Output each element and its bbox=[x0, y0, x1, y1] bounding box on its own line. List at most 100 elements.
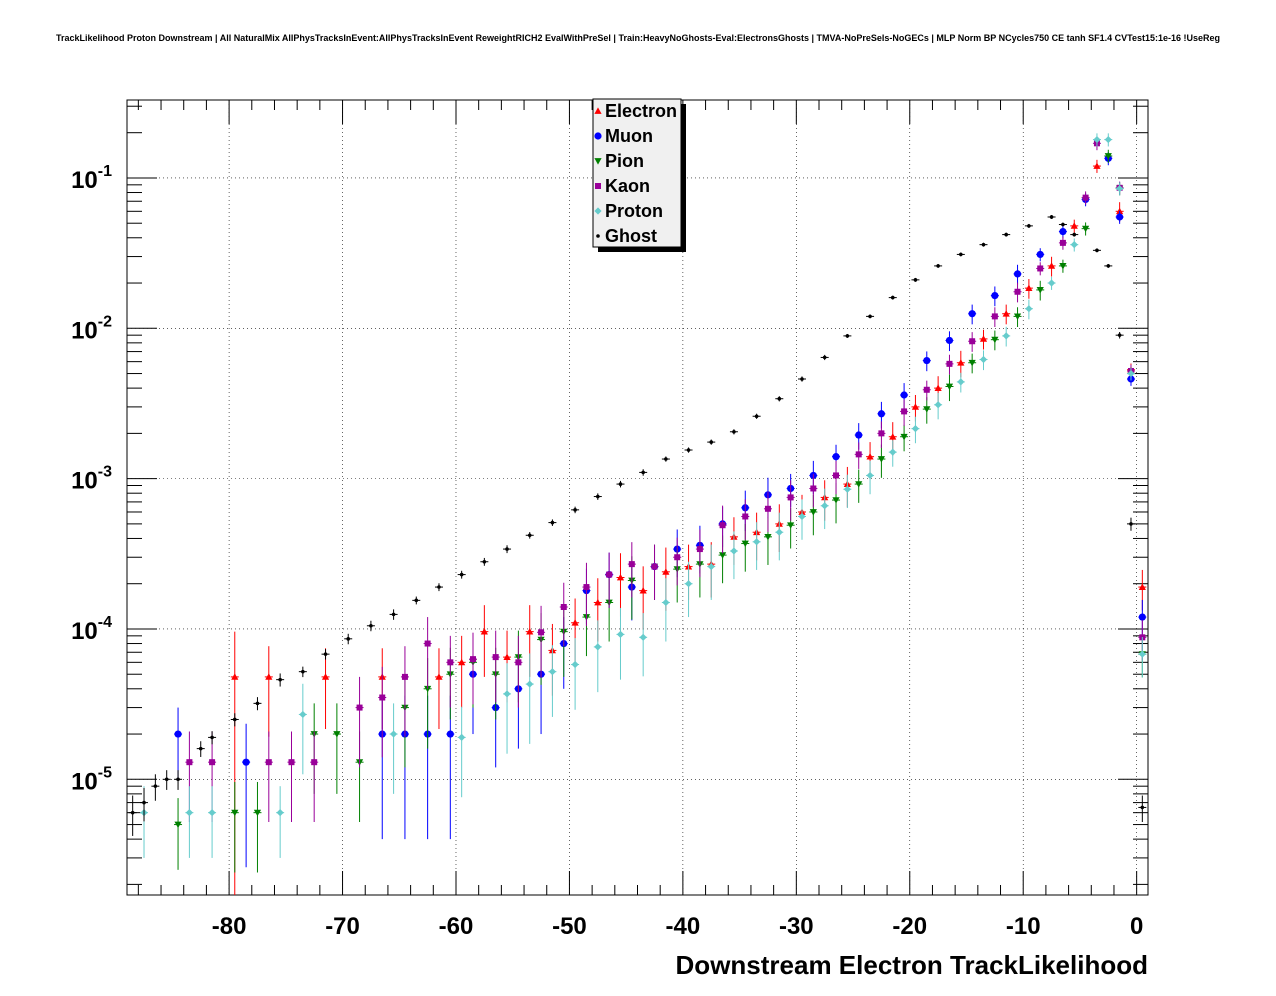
data-point bbox=[153, 784, 158, 788]
data-point bbox=[503, 690, 511, 698]
data-point bbox=[991, 313, 998, 320]
data-point bbox=[709, 440, 714, 444]
data-point bbox=[174, 821, 182, 829]
data-point bbox=[641, 470, 645, 475]
data-point bbox=[231, 673, 239, 680]
y-tick-base: 10 bbox=[71, 618, 98, 645]
data-point bbox=[515, 659, 522, 666]
legend-label-pion: Pion bbox=[605, 151, 644, 171]
data-point bbox=[550, 520, 555, 525]
data-point bbox=[288, 759, 295, 766]
data-point bbox=[866, 471, 874, 480]
data-point bbox=[255, 701, 260, 706]
data-point bbox=[991, 291, 999, 300]
data-point bbox=[764, 533, 772, 541]
data-point bbox=[934, 401, 942, 409]
data-point bbox=[301, 669, 305, 674]
data-point bbox=[628, 561, 635, 568]
data-point bbox=[1049, 215, 1054, 219]
data-point bbox=[458, 658, 466, 666]
data-point bbox=[741, 540, 749, 548]
x-tick-label: -10 bbox=[1006, 913, 1041, 940]
data-point bbox=[482, 559, 487, 564]
data-point bbox=[855, 481, 863, 488]
y-tick-base: 10 bbox=[71, 167, 98, 194]
data-point bbox=[911, 425, 920, 433]
data-point bbox=[346, 637, 351, 641]
data-point bbox=[890, 295, 895, 300]
data-point bbox=[1127, 369, 1135, 378]
data-point bbox=[1027, 224, 1031, 228]
series-pion bbox=[174, 149, 1147, 873]
data-point bbox=[923, 386, 930, 393]
data-point bbox=[979, 335, 988, 342]
data-series bbox=[128, 133, 1147, 895]
data-point bbox=[911, 403, 920, 410]
data-point bbox=[651, 563, 658, 570]
data-point bbox=[321, 673, 330, 680]
data-point bbox=[208, 809, 216, 817]
legend-label-kaon: Kaon bbox=[605, 176, 650, 196]
data-point bbox=[945, 383, 954, 391]
x-tick-label: -20 bbox=[892, 913, 927, 940]
legend-marker-pion bbox=[594, 158, 602, 165]
data-point bbox=[945, 336, 954, 345]
legend-marker-electron bbox=[594, 107, 602, 114]
y-tick-exponent: -4 bbox=[98, 614, 112, 631]
data-point bbox=[639, 586, 647, 594]
x-tick-label: -60 bbox=[439, 913, 474, 940]
x-tick-label: -50 bbox=[552, 913, 587, 940]
data-point bbox=[1082, 194, 1089, 201]
data-point bbox=[845, 334, 850, 338]
data-point bbox=[719, 522, 726, 529]
data-point bbox=[278, 677, 282, 682]
data-point bbox=[414, 598, 419, 603]
data-point bbox=[186, 759, 193, 766]
data-point bbox=[1025, 305, 1033, 313]
data-point bbox=[573, 508, 577, 512]
data-point bbox=[616, 630, 625, 639]
legend-marker-muon bbox=[594, 132, 602, 140]
x-tick-label: -40 bbox=[666, 913, 701, 940]
data-point bbox=[594, 598, 602, 606]
data-point bbox=[1047, 279, 1056, 287]
data-point bbox=[936, 264, 940, 268]
data-point bbox=[1104, 135, 1112, 144]
data-point bbox=[323, 652, 328, 656]
data-point bbox=[1116, 184, 1124, 193]
data-point bbox=[1138, 613, 1146, 621]
data-point bbox=[798, 512, 806, 521]
data-point bbox=[470, 656, 477, 663]
data-point bbox=[833, 472, 840, 479]
data-point bbox=[1013, 313, 1022, 320]
data-point bbox=[662, 598, 670, 607]
data-point bbox=[1002, 332, 1010, 340]
data-point bbox=[1093, 135, 1101, 144]
legend-label-ghost: Ghost bbox=[605, 226, 657, 246]
data-point bbox=[1004, 232, 1008, 237]
y-tick-exponent: -1 bbox=[98, 163, 112, 180]
data-point bbox=[718, 552, 727, 559]
y-tick-label: 10-1 bbox=[71, 163, 112, 194]
data-point bbox=[684, 580, 693, 588]
data-point bbox=[198, 746, 203, 751]
data-point bbox=[1138, 650, 1146, 658]
x-tick-label: -30 bbox=[779, 913, 814, 940]
data-point bbox=[696, 546, 703, 553]
data-point bbox=[595, 494, 600, 499]
data-point bbox=[1014, 288, 1021, 295]
data-point bbox=[616, 573, 625, 581]
data-point bbox=[923, 356, 931, 365]
data-point bbox=[730, 547, 738, 555]
data-point bbox=[459, 572, 464, 577]
data-point bbox=[979, 355, 988, 364]
data-point bbox=[571, 660, 579, 669]
series-proton bbox=[140, 133, 1147, 858]
data-point bbox=[1140, 805, 1145, 810]
data-point bbox=[1093, 162, 1101, 169]
data-point bbox=[991, 336, 999, 344]
data-point bbox=[164, 777, 169, 782]
data-point bbox=[389, 730, 398, 738]
y-tick-exponent: -5 bbox=[98, 764, 112, 781]
